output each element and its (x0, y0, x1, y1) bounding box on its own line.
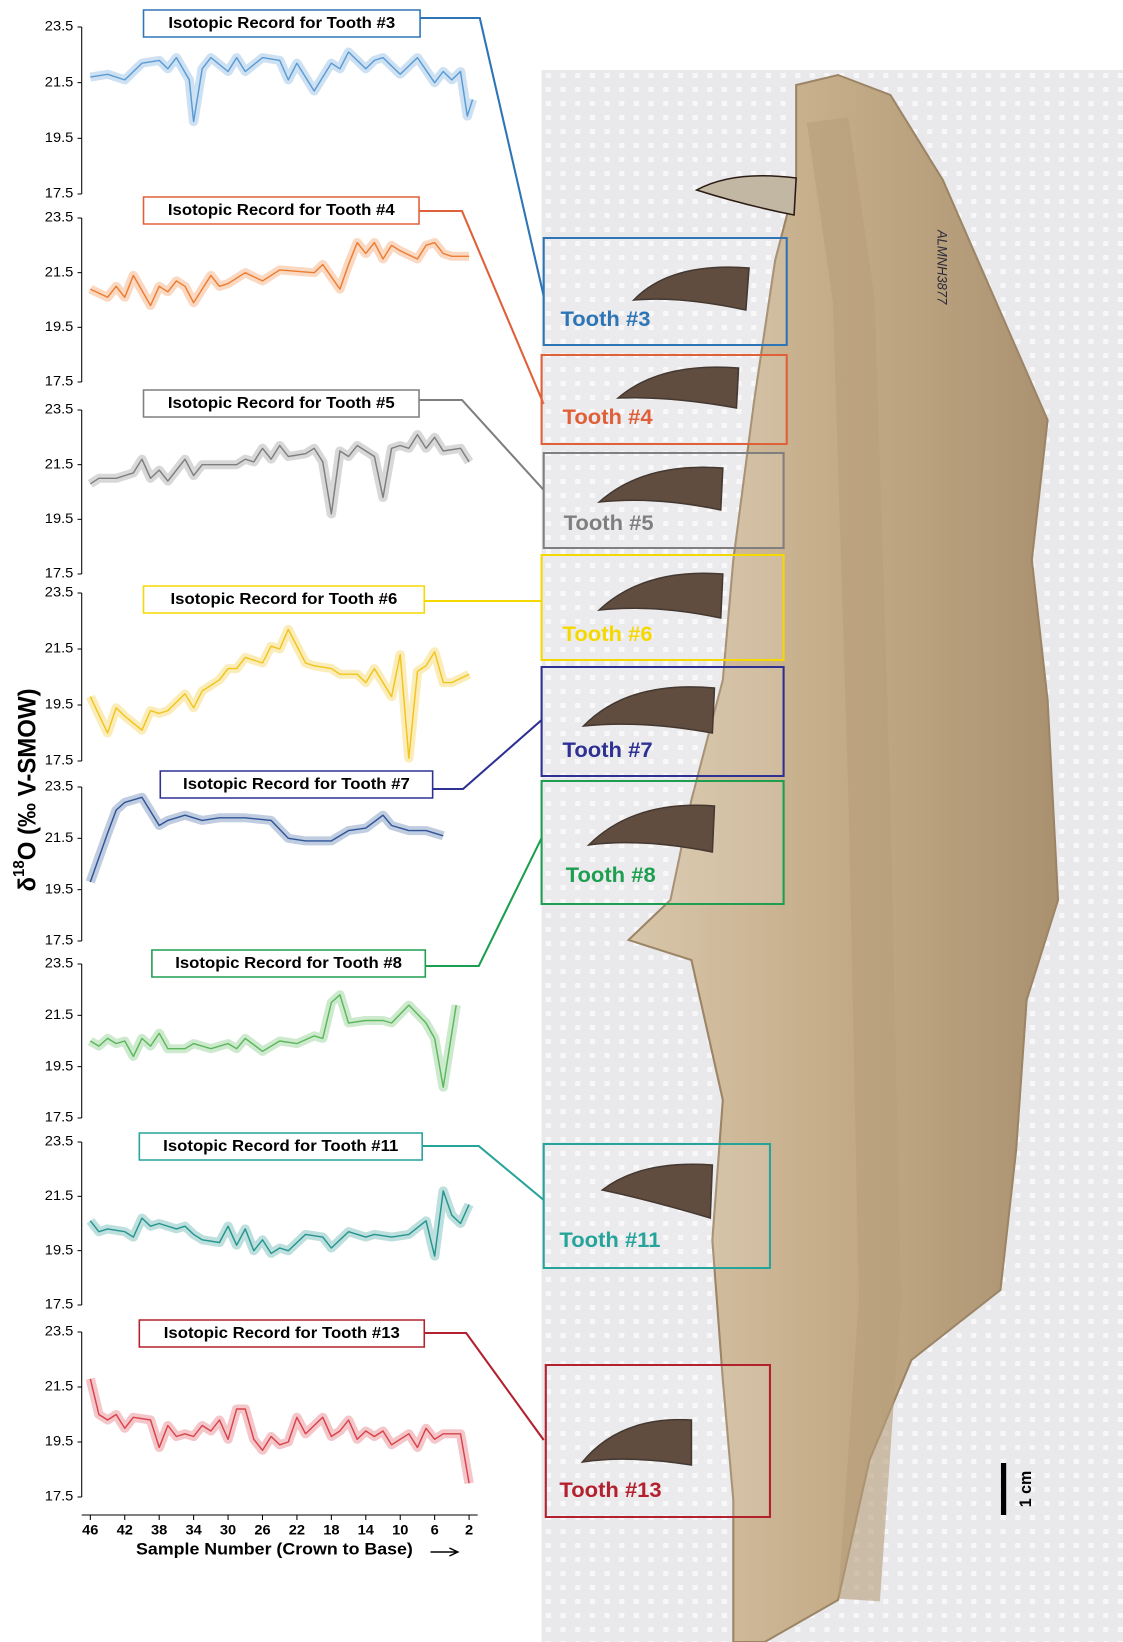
chart-title: Isotopic Record for Tooth #13 (164, 1325, 400, 1343)
connector (424, 1333, 543, 1440)
x-tick-label: 2 (465, 1523, 473, 1539)
tooth-label: Tooth #5 (564, 511, 654, 534)
x-tick-label: 34 (185, 1523, 201, 1539)
y-label-symbol: δ (14, 877, 42, 892)
y-tick-label: 17.5 (45, 753, 74, 769)
chart-title: Isotopic Record for Tooth #6 (171, 591, 398, 609)
chart-title: Isotopic Record for Tooth #11 (163, 1138, 398, 1156)
scale-label: 1 cm (1017, 1471, 1035, 1507)
x-tick-label: 18 (323, 1523, 339, 1539)
y-tick-label: 19.5 (45, 130, 74, 146)
y-tick-label: 17.5 (45, 186, 74, 202)
line-band (90, 1379, 469, 1484)
x-tick-label: 30 (220, 1523, 236, 1539)
tooth-label: Tooth #7 (563, 738, 653, 761)
y-tick-label: 21.5 (45, 457, 74, 473)
tooth-label: Tooth #3 (560, 307, 650, 330)
line-band (90, 243, 469, 306)
y-tick-label: 23.5 (45, 19, 74, 35)
y-tick-label: 19.5 (45, 319, 74, 335)
x-tick-label: 38 (151, 1523, 167, 1539)
y-tick-label: 21.5 (45, 830, 74, 846)
y-tick-label: 17.5 (45, 1297, 74, 1313)
y-tick-label: 19.5 (45, 1243, 74, 1259)
specimen-label: ALMNH3877 (935, 229, 950, 305)
y-tick-label: 19.5 (45, 882, 74, 898)
line (90, 797, 443, 882)
y-label-text: O (‰ V-SMOW) (14, 688, 42, 860)
y-tick-label: 19.5 (45, 1059, 74, 1075)
tooth-label: Tooth #4 (563, 405, 653, 428)
x-tick-label: 14 (358, 1523, 374, 1539)
y-tick-label: 21.5 (45, 265, 74, 281)
chart-title: Isotopic Record for Tooth #4 (168, 202, 396, 220)
y-tick-label: 17.5 (45, 933, 74, 949)
y-tick-label: 23.5 (45, 585, 74, 601)
y-tick-label: 21.5 (45, 75, 74, 91)
figure: ALMNH3877 1 cm δ18O (‰ V-SMOW) 17.519.52… (0, 0, 1123, 1642)
y-tick-label: 17.5 (45, 1110, 74, 1126)
x-tick-label: 6 (431, 1523, 439, 1539)
x-axis-arrow (431, 1548, 458, 1556)
y-tick-label: 23.5 (45, 1324, 74, 1340)
y-tick-label: 23.5 (45, 402, 74, 418)
tooth-label: Tooth #11 (559, 1228, 660, 1251)
tooth-label: Tooth #8 (566, 863, 656, 886)
x-tick-label: 26 (254, 1523, 270, 1539)
y-tick-label: 23.5 (45, 1134, 74, 1150)
chart-title: Isotopic Record for Tooth #8 (175, 955, 402, 973)
y-tick-label: 21.5 (45, 641, 74, 657)
y-tick-label: 19.5 (45, 697, 74, 713)
y-tick-label: 17.5 (45, 566, 74, 582)
y-tick-label: 17.5 (45, 1489, 74, 1505)
y-tick-label: 23.5 (45, 210, 74, 226)
connector (433, 720, 542, 789)
x-tick-label: 10 (392, 1523, 408, 1539)
x-axis-label: Sample Number (Crown to Base) (136, 1539, 413, 1559)
chart-title: Isotopic Record for Tooth #7 (183, 776, 410, 794)
y-tick-label: 21.5 (45, 1007, 74, 1023)
x-tick-label: 22 (289, 1523, 305, 1539)
chart-title: Isotopic Record for Tooth #5 (168, 395, 395, 413)
y-tick-label: 23.5 (45, 956, 74, 972)
tooth-box (542, 355, 787, 444)
y-tick-label: 19.5 (45, 1434, 74, 1450)
line-band (90, 797, 443, 882)
chart-title: Isotopic Record for Tooth #3 (168, 15, 395, 33)
y-tick-label: 17.5 (45, 374, 74, 390)
x-tick-label: 42 (117, 1523, 133, 1539)
y-tick-label: 19.5 (45, 511, 74, 527)
tooth-label: Tooth #13 (559, 1478, 661, 1501)
y-tick-label: 23.5 (45, 779, 74, 795)
y-axis-label: δ18O (‰ V-SMOW) (11, 688, 42, 891)
y-label-superscript: 18 (11, 860, 28, 877)
y-tick-label: 21.5 (45, 1188, 74, 1204)
tooth-label: Tooth #6 (563, 622, 653, 645)
x-tick-label: 46 (82, 1523, 98, 1539)
connector (425, 838, 541, 966)
y-tick-label: 21.5 (45, 1379, 74, 1395)
